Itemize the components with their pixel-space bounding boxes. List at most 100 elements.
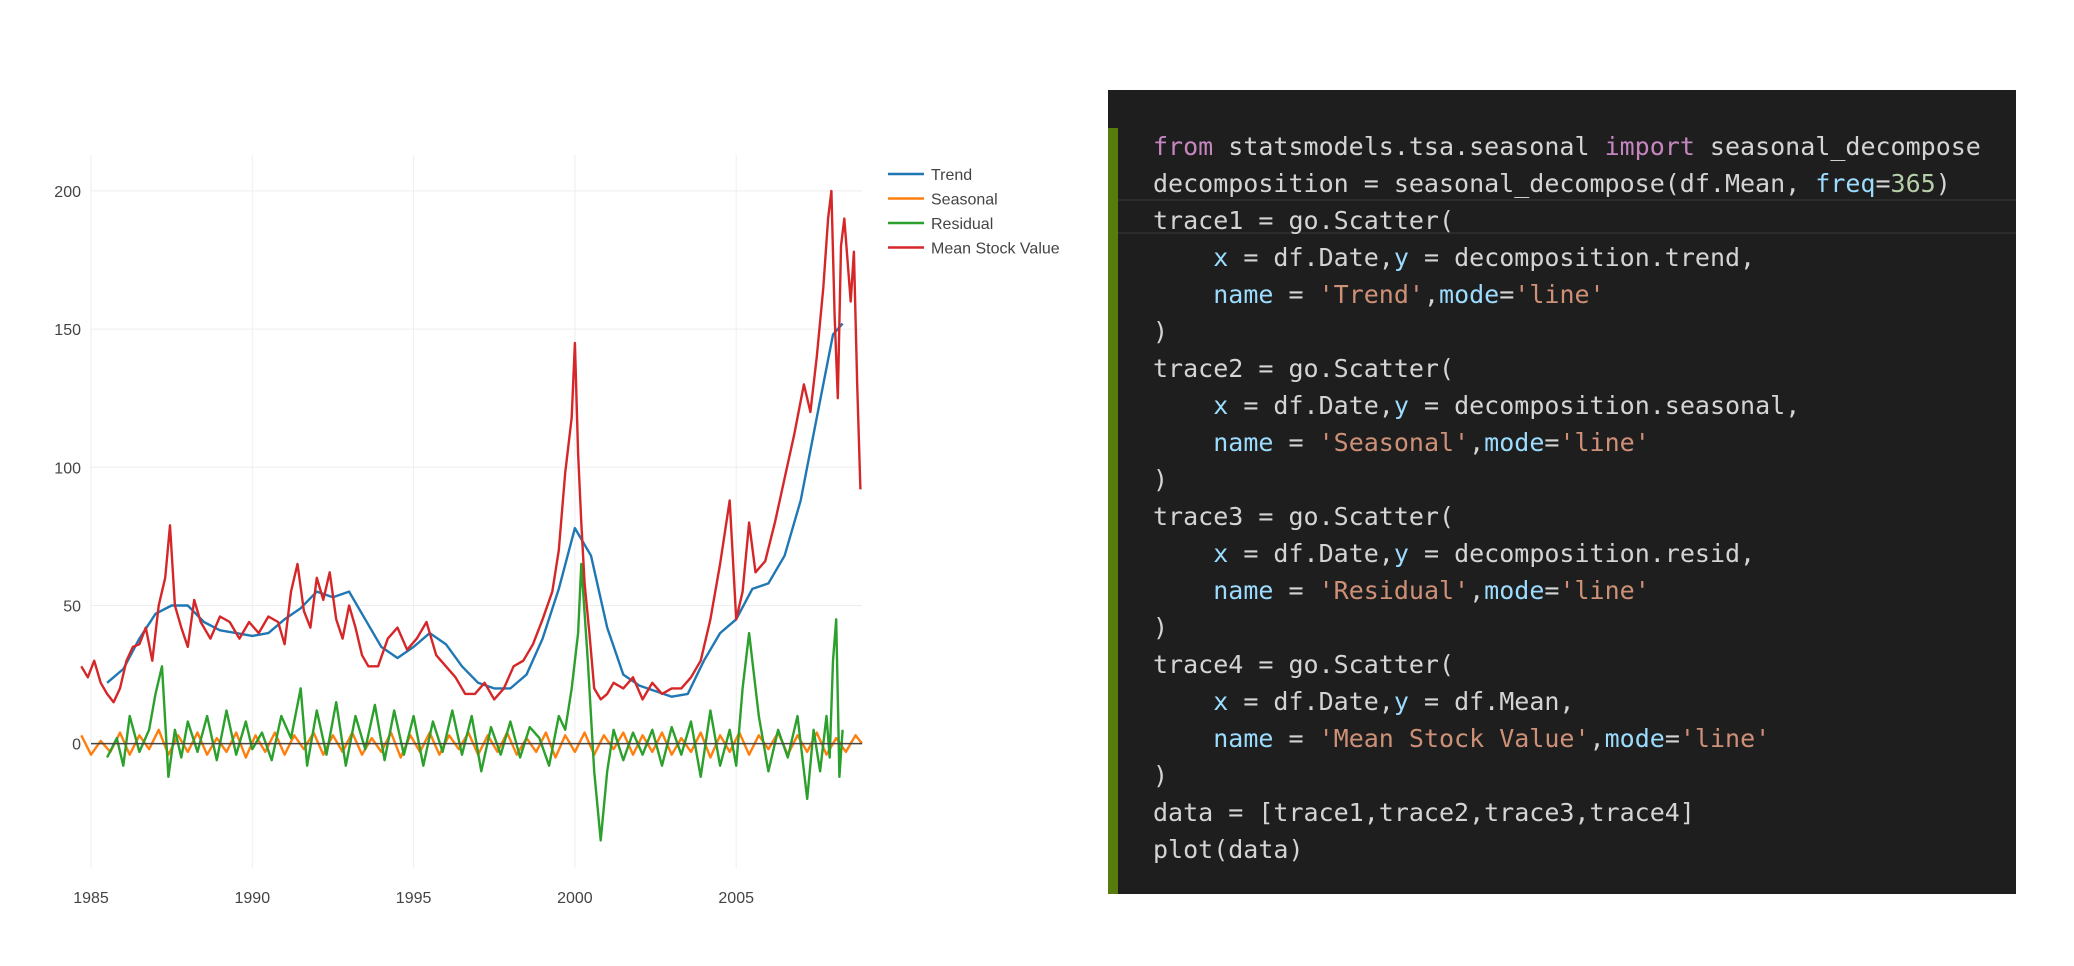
- code-token: = df.Date,: [1228, 391, 1394, 420]
- code-token: trace3 = go.Scatter(: [1153, 502, 1455, 531]
- code-token: x: [1213, 539, 1229, 568]
- legend-label: Trend: [931, 167, 972, 184]
- code-token: 'Mean Stock Value': [1318, 724, 1590, 753]
- code-line: x = df.Date,y = decomposition.seasonal,: [1153, 387, 1981, 424]
- code-token: [1153, 428, 1213, 457]
- code-token: name: [1213, 724, 1274, 753]
- code-line: data = [trace1,trace2,trace3,trace4]: [1153, 794, 1981, 831]
- decomposition-chart: 1985 1990 1995 2000 2005 0 50 100 150 200 Trend Sea…: [54, 155, 1060, 907]
- code-token: = decomposition.seasonal,: [1408, 391, 1801, 420]
- code-token: mode: [1439, 280, 1500, 309]
- code-token: [1153, 539, 1213, 568]
- code-token: ,: [1469, 576, 1485, 605]
- code-line: from statsmodels.tsa.seasonal import sea…: [1153, 128, 1981, 165]
- code-token: [1153, 576, 1213, 605]
- code-token: [1153, 243, 1213, 272]
- series-line-mean-stock-value: [80, 189, 862, 704]
- current-line-highlight: [1118, 199, 2016, 234]
- code-token: 'line': [1559, 576, 1650, 605]
- code-token: = df.Mean,: [1408, 687, 1575, 716]
- y-tick-label: 100: [54, 460, 81, 477]
- code-token: ,: [1589, 724, 1605, 753]
- code-token: 365: [1890, 169, 1936, 198]
- y-tick-label: 150: [54, 322, 81, 339]
- code-token: =: [1875, 169, 1891, 198]
- code-token: =: [1664, 724, 1680, 753]
- code-token: =: [1544, 576, 1560, 605]
- code-token: 'line': [1679, 724, 1771, 753]
- code-token: data = [trace1,trace2,trace3,trace4]: [1153, 798, 1695, 827]
- x-tick-label: 1985: [73, 890, 109, 907]
- code-token: ): [1153, 761, 1169, 790]
- code-token: ): [1153, 613, 1169, 642]
- code-token: =: [1273, 576, 1319, 605]
- code-token: trace4 = go.Scatter(: [1153, 650, 1455, 679]
- y-tick-label: 200: [54, 184, 81, 201]
- code-token: = decomposition.resid,: [1408, 539, 1756, 568]
- code-token: plot(data): [1153, 835, 1304, 864]
- code-line: decomposition = seasonal_decompose(df.Me…: [1153, 165, 1981, 202]
- code-token: mode: [1604, 724, 1665, 753]
- y-tick-label: 0: [72, 737, 81, 754]
- code-token: ): [1935, 169, 1951, 198]
- code-token: y: [1393, 391, 1409, 420]
- x-tick-label: 2005: [718, 890, 754, 907]
- code-line: trace4 = go.Scatter(: [1153, 646, 1981, 683]
- series-line-trend: [106, 322, 844, 698]
- code-line: x = df.Date,y = decomposition.resid,: [1153, 535, 1981, 572]
- code-token: name: [1213, 576, 1274, 605]
- y-tick-label: 50: [63, 598, 81, 615]
- code-token: ): [1153, 465, 1169, 494]
- code-token: [1153, 280, 1213, 309]
- code-token: name: [1213, 280, 1274, 309]
- code-editor-panel: from statsmodels.tsa.seasonal import sea…: [1108, 90, 2016, 894]
- code-token: [1153, 687, 1213, 716]
- code-token: 'line': [1514, 280, 1605, 309]
- code-token: [1153, 724, 1213, 753]
- code-token: =: [1273, 428, 1319, 457]
- code-token: ): [1153, 317, 1169, 346]
- chart-svg: 1985 1990 1995 2000 2005 0 50 100 150 200 Trend Sea…: [54, 155, 1060, 907]
- code-token: from: [1153, 132, 1214, 161]
- code-token: 'line': [1559, 428, 1650, 457]
- code-line: name = 'Seasonal',mode='line': [1153, 424, 1981, 461]
- code-token: = df.Date,: [1228, 243, 1394, 272]
- code-line: name = 'Residual',mode='line': [1153, 572, 1981, 609]
- code-token: x: [1213, 391, 1229, 420]
- code-token: = decomposition.trend,: [1408, 243, 1756, 272]
- code-token: mode: [1484, 428, 1545, 457]
- code-token: = df.Date,: [1228, 687, 1394, 716]
- legend-label: Mean Stock Value: [931, 241, 1060, 258]
- code-token: ,: [1469, 428, 1485, 457]
- code-token: name: [1213, 428, 1274, 457]
- code-token: =: [1499, 280, 1515, 309]
- code-token: y: [1393, 243, 1409, 272]
- code-token: trace2 = go.Scatter(: [1153, 354, 1455, 383]
- code-token: seasonal_decompose: [1694, 132, 1981, 161]
- code-line: ): [1153, 313, 1981, 350]
- code-line: ): [1153, 757, 1981, 794]
- gutter-change-bar: [1108, 128, 1118, 894]
- code-line: ): [1153, 461, 1981, 498]
- code-token: y: [1393, 687, 1409, 716]
- x-tick-label: 2000: [557, 890, 593, 907]
- code-token: freq: [1815, 169, 1876, 198]
- code-token: x: [1213, 243, 1229, 272]
- code-token: 'Residual': [1318, 576, 1470, 605]
- code-token: = df.Date,: [1228, 539, 1394, 568]
- code-token: ,: [1423, 280, 1440, 309]
- code-line: name = 'Trend',mode='line': [1153, 276, 1981, 313]
- code-token: statsmodels.tsa.seasonal: [1213, 132, 1605, 161]
- legend-label: Residual: [931, 216, 993, 233]
- code-token: trace1 = go.Scatter(: [1153, 206, 1455, 235]
- code-token: decomposition = seasonal_decompose(df.Me…: [1153, 169, 1816, 198]
- series-line-residual: [106, 562, 844, 842]
- code-line: x = df.Date,y = df.Mean,: [1153, 683, 1981, 720]
- code-token: =: [1273, 724, 1319, 753]
- code-token: x: [1213, 687, 1229, 716]
- code-line: ): [1153, 609, 1981, 646]
- x-tick-label: 1995: [396, 890, 432, 907]
- code-line: trace3 = go.Scatter(: [1153, 498, 1981, 535]
- code-line: trace2 = go.Scatter(: [1153, 350, 1981, 387]
- code-token: =: [1544, 428, 1560, 457]
